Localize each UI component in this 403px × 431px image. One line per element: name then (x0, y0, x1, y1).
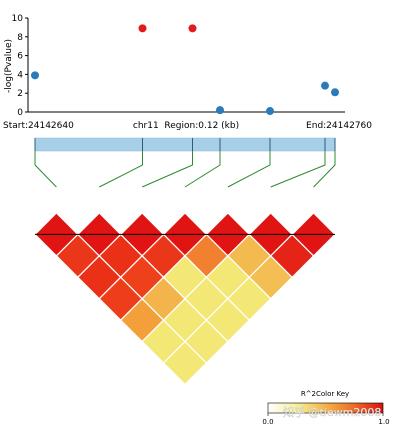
snp-connector (313, 151, 336, 188)
snp-point (31, 71, 39, 80)
region-bar-rect (34, 137, 336, 152)
color-key-title: R^2Color Key (301, 390, 349, 398)
color-key-bar (267, 402, 384, 414)
snp-connector (270, 151, 326, 188)
color-key-max-label: 1.0 (378, 418, 389, 426)
y-tick-label: 10 (12, 14, 24, 24)
association-plot: 0 2 4 6 8 10 -log(Pvalue) Start:24142640 chr1… (3, 14, 372, 131)
y-tick-label: 2 (17, 89, 23, 99)
snp-connector (227, 151, 271, 188)
snp-connector (34, 151, 57, 188)
snp-point (188, 24, 197, 33)
snp-connectors (34, 151, 336, 188)
snp-point (266, 107, 274, 116)
snp-point (331, 88, 339, 97)
region-bar (34, 137, 336, 188)
snp-connector (141, 151, 193, 188)
snp-connector (184, 151, 221, 188)
y-ticks: 0 2 4 6 8 10 (12, 14, 28, 118)
snp-ticks (34, 138, 336, 151)
y-tick-label: 8 (17, 33, 23, 43)
snp-point (138, 24, 147, 33)
snp-connector (99, 151, 143, 188)
ld-heatmap (34, 212, 336, 386)
x-start-label: Start:24142640 (3, 121, 74, 131)
points (31, 24, 339, 116)
watermark: 知乎 @tiewm2008 (283, 405, 381, 419)
color-key: R^2Color Key 0.0 1.0 (262, 390, 389, 426)
y-tick-label: 6 (17, 52, 23, 62)
snp-point (216, 106, 224, 115)
color-key-min-label: 0.0 (262, 418, 273, 426)
region-label: chr11 Region:0.12 (kb) (133, 121, 239, 131)
y-tick-label: 4 (17, 70, 23, 80)
y-axis-title: -log(Pvalue) (4, 39, 14, 93)
snp-point (321, 81, 329, 90)
y-tick-label: 0 (17, 108, 23, 118)
x-end-label: End:24142760 (306, 121, 372, 131)
